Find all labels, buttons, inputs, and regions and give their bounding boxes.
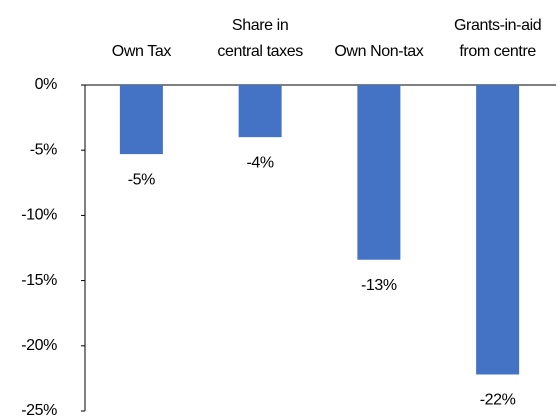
y-tick-label: -10%	[21, 207, 57, 224]
bar	[476, 85, 520, 375]
x-tick-label: central taxes	[217, 43, 303, 60]
bar	[357, 85, 401, 260]
y-tick-label: -25%	[21, 402, 57, 419]
data-label: -13%	[361, 277, 397, 294]
bar	[238, 85, 282, 138]
y-tick-label: -5%	[30, 141, 57, 158]
x-tick-label: Own Tax	[112, 43, 172, 60]
data-label: -5%	[128, 171, 155, 188]
data-label: -22%	[480, 392, 516, 409]
data-label: -4%	[246, 154, 273, 171]
x-tick-label: from centre	[459, 43, 536, 60]
bar	[119, 85, 163, 155]
x-tick-label: Share in	[232, 17, 288, 34]
x-tick-label: Own Non-tax	[334, 43, 423, 60]
y-tick-label: -15%	[21, 272, 57, 289]
y-tick-label: 0%	[35, 76, 57, 93]
y-tick-label: -20%	[21, 337, 57, 354]
x-tick-label: Grants-in-aid	[454, 17, 541, 34]
